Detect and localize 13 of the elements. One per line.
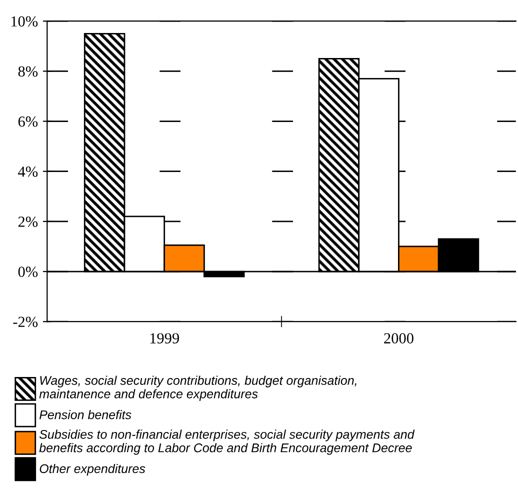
- y-tick-label: -2%: [13, 316, 38, 328]
- y-tick-label: 6%: [18, 116, 38, 127]
- y-tick-label: 4%: [18, 166, 38, 177]
- y-tick-label: 2%: [18, 216, 38, 227]
- legend-label: Other expenditures: [40, 464, 146, 476]
- y-tick-label: 8%: [18, 66, 38, 77]
- y-tick-label: 10%: [11, 16, 38, 27]
- y-tick-label: 0%: [18, 266, 38, 278]
- x-tick-label: 2000: [384, 333, 414, 344]
- legend-label: Pension benefits: [39, 410, 132, 420]
- legend-label: Subsidies to non-financial enterprises, social security payments and benefits according to Labor Code and Birth Encouragement Decree: [39, 430, 415, 455]
- legend-label: Wages, social security contributions, budget organisation, maintanence and defence expenditures: [39, 376, 356, 401]
- x-tick-label: 1999: [150, 333, 179, 344]
